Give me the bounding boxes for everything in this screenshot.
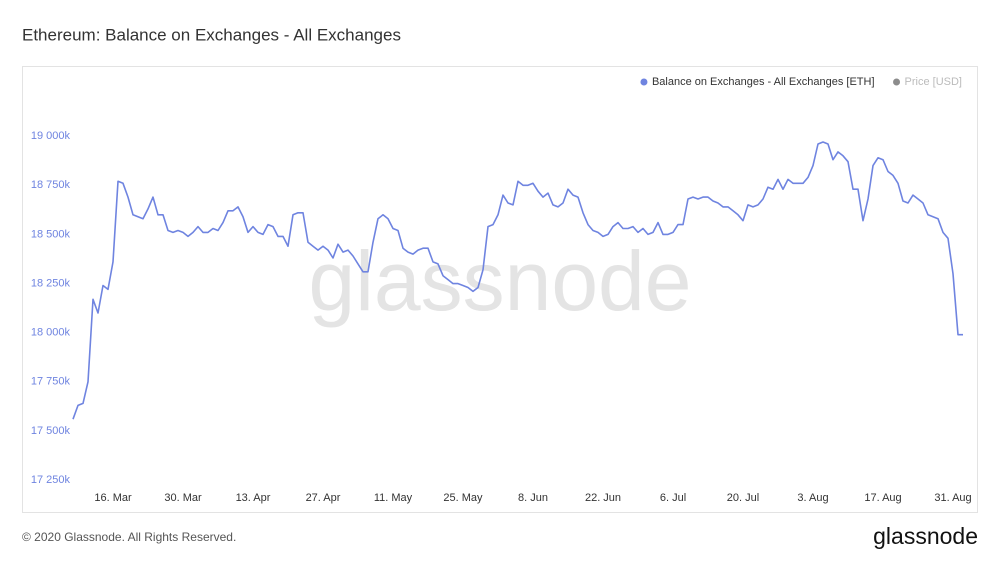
chart-title: Ethereum: Balance on Exchanges - All Exc… [22,25,401,44]
logo: glassnode [873,523,978,549]
legend-label: Balance on Exchanges - All Exchanges [ET… [652,76,875,88]
x-tick-label: 20. Jul [727,492,759,504]
footer: © 2020 Glassnode. All Rights Reserved. [22,530,236,544]
y-tick-label: 18 250k [31,277,71,289]
y-tick-label: 19 000k [31,130,71,142]
x-tick-label: 31. Aug [934,492,971,504]
x-tick-label: 30. Mar [164,492,202,504]
y-tick-label: 18 500k [31,228,71,240]
x-tick-label: 22. Jun [585,492,621,504]
x-tick-label: 3. Aug [797,492,828,504]
chart-panel [22,66,978,513]
y-tick-label: 18 750k [31,179,71,191]
y-tick-label: 17 750k [31,376,71,388]
x-tick-label: 16. Mar [94,492,132,504]
line-series [72,141,963,420]
legend-marker [893,78,901,86]
y-tick-label: 17 250k [31,474,71,486]
legend-label: Price [USD] [905,76,962,88]
x-tick-label: 25. May [443,492,483,504]
x-tick-label: 8. Jun [518,492,548,504]
x-tick-label: 11. May [374,492,413,504]
y-tick-label: 18 000k [31,327,71,339]
plot: 17 250k 17 500k 17 750k 18 000k 18 250k 18 50… [31,76,972,504]
x-tick-label: 13. Apr [236,492,271,504]
x-tick-label: 17. Aug [864,492,901,504]
x-tick-label: 6. Jul [660,492,686,504]
legend-marker [640,78,648,86]
x-tick-label: 27. Apr [306,492,341,504]
watermark: glassnode [309,234,692,328]
y-tick-label: 17 500k [31,425,71,437]
